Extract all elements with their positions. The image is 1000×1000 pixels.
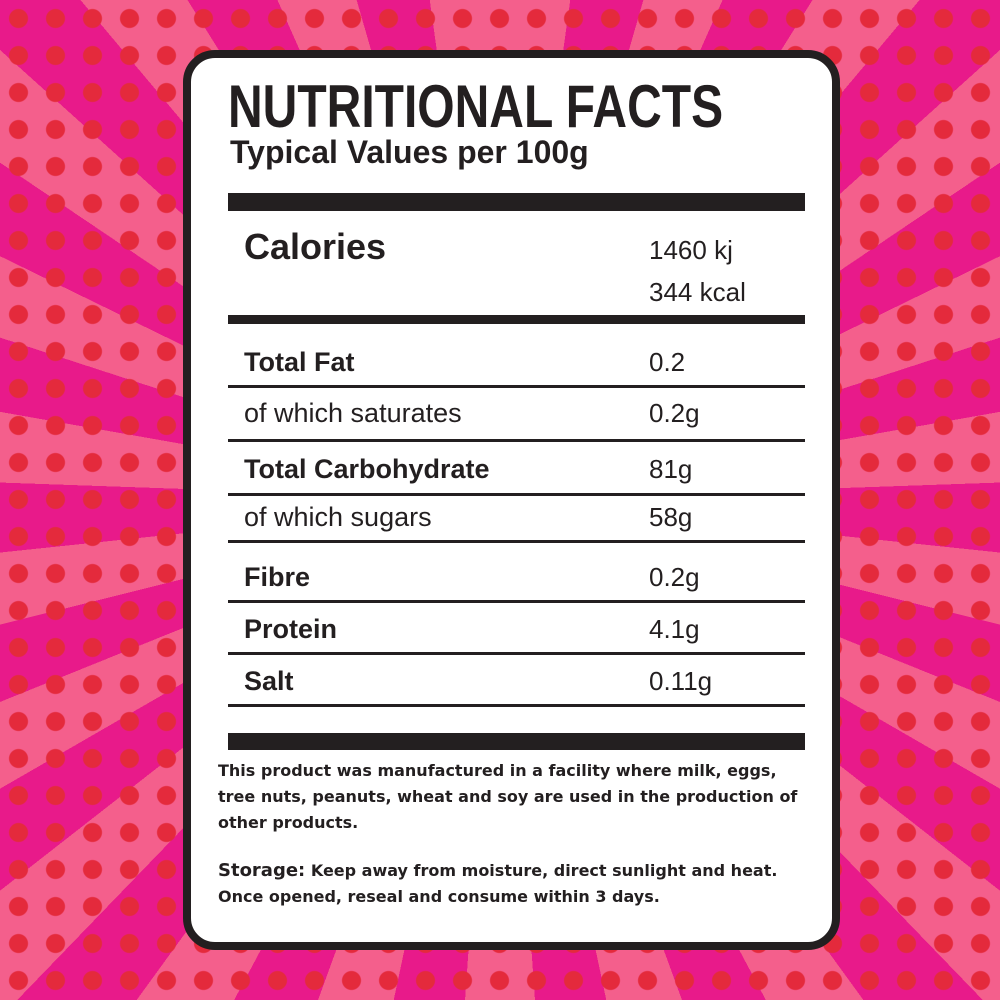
row-label: of which saturates [244,398,462,428]
subtitle: Typical Values per 100g [230,134,589,170]
row-value: 4.1g [649,614,700,644]
divider [228,315,805,324]
row-value: 0.2g [649,562,700,592]
divider [228,733,805,750]
storage-text: Keep away from moisture, direct sunlight… [218,861,778,906]
allergen-note: This product was manufactured in a facil… [218,761,798,832]
row-value: 0.2g [649,398,700,428]
divider [228,193,805,211]
row-label: Fibre [244,562,311,592]
row-divider [228,493,805,496]
row-label: Total Carbohydrate [244,454,490,484]
row-label: Total Fat [244,347,355,377]
row-divider [228,704,805,707]
row-label: Protein [244,614,338,644]
calories-kj: 1460 kj [649,235,733,265]
row-divider [228,540,805,543]
row-value: 0.2 [649,347,686,377]
row-label: Salt [244,666,294,696]
title: NUTRITIONAL FACTS [228,73,724,140]
calories-kcal: 344 kcal [649,277,746,307]
nutrition-label: NUTRITIONAL FACTS Typical Values per 100… [183,50,840,950]
row-divider [228,652,805,655]
storage-label: Storage: [218,860,306,881]
row-value: 81g [649,454,693,484]
row-label: of which sugars [244,502,432,532]
calories-label: Calories [244,226,387,267]
row-divider [228,385,805,388]
row-divider [228,600,805,603]
row-value: 58g [649,502,693,532]
row-divider [228,439,805,442]
storage-note: Storage: Keep away from moisture, direct… [218,858,818,910]
row-value: 0.11g [649,666,713,696]
